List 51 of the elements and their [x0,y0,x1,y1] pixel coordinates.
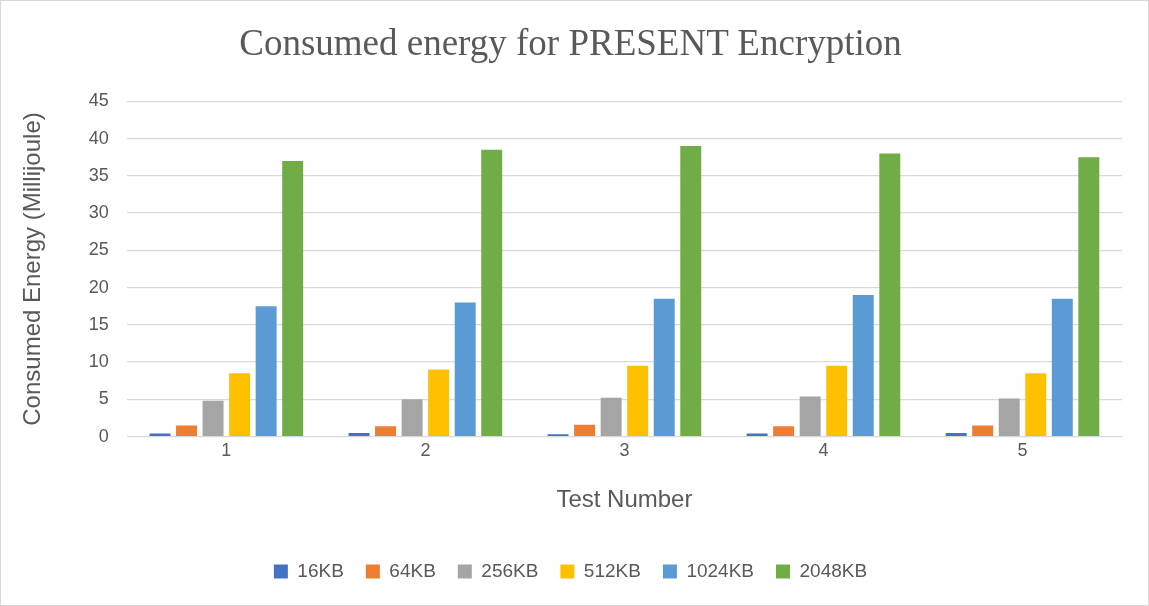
y-axis-title: Consumed Energy (Millijoule) [18,112,46,426]
bar [600,397,622,436]
bar [945,432,967,436]
bar [428,369,450,436]
legend-label: 1024KB [686,559,755,581]
x-tick-label: 1 [221,440,232,461]
y-tick-label: 15 [88,313,109,334]
legend-label: 512KB [583,559,641,581]
bar [229,373,251,436]
y-tick-label: 0 [98,425,109,446]
bar [653,298,675,436]
bar [1078,157,1100,436]
bar [574,424,596,436]
bar [1051,298,1073,436]
bar [773,426,795,436]
bar [826,365,848,436]
x-tick-label: 5 [1017,440,1028,461]
chart-title: Consumed energy for PRESENT Encryption [239,21,902,63]
bar [627,365,649,436]
bar [401,399,423,436]
bar [454,302,476,436]
x-axis-title: Test Number [556,485,693,513]
bar [852,295,874,436]
bar [348,432,370,436]
legend-label: 2048KB [799,559,868,581]
y-tick-label: 30 [88,202,109,223]
bar [1025,373,1047,436]
x-tick-label: 2 [420,440,431,461]
bar [282,160,304,436]
bar [481,149,503,436]
bar [680,146,702,436]
y-tick-label: 5 [98,388,109,409]
x-tick-label: 3 [619,440,630,461]
y-tick-label: 40 [88,127,109,148]
y-tick-label: 35 [88,164,109,185]
bar [799,396,821,436]
legend-label: 16KB [297,559,344,581]
y-tick-label: 20 [88,276,109,297]
bar [972,425,994,436]
bar [998,398,1020,436]
x-tick-label: 4 [818,440,829,461]
bar [375,426,397,436]
y-tick-label: 25 [88,239,109,260]
legend-label: 64KB [389,559,436,581]
legend-label: 256KB [481,559,539,581]
bar [176,425,198,436]
bar [879,153,901,436]
y-tick-label: 10 [88,351,109,372]
y-tick-label: 45 [88,90,109,111]
bar [255,306,277,436]
bar [202,400,224,436]
